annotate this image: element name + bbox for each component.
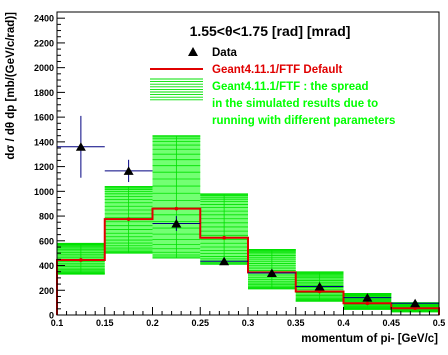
legend-label-data: Data bbox=[212, 47, 238, 59]
data-point bbox=[75, 142, 86, 151]
y-tick-label: 1400 bbox=[34, 137, 54, 147]
legend-marker-data bbox=[188, 47, 198, 56]
chart-title: 1.55<θ<1.75 [rad] [mrad] bbox=[190, 23, 351, 39]
data-point bbox=[266, 268, 277, 277]
y-tick-label: 1600 bbox=[34, 113, 54, 123]
legend-label-spread-2: in the simulated results due to bbox=[212, 98, 378, 110]
y-tick-label: 2400 bbox=[34, 14, 54, 24]
default-bin-marker bbox=[174, 206, 179, 211]
default-histogram-line bbox=[56, 207, 440, 315]
y-tick-label: 200 bbox=[39, 286, 54, 296]
y-tick-label: 1000 bbox=[34, 187, 54, 197]
legend-label-default: Geant4.11.1/FTF Default bbox=[212, 64, 343, 76]
x-tick-label: 0.35 bbox=[287, 318, 305, 328]
data-points bbox=[57, 115, 439, 308]
y-tick-label: 400 bbox=[39, 261, 54, 271]
x-tick-label: 0.4 bbox=[337, 318, 350, 328]
data-point bbox=[314, 282, 325, 291]
y-tick-label: 2000 bbox=[34, 63, 54, 73]
default-bin-marker bbox=[222, 235, 226, 240]
y-tick-label: 600 bbox=[39, 236, 54, 246]
legend-label-spread-3: running with different parameters bbox=[212, 115, 395, 127]
axes: 0 200 400 600 800 1000 1200 1400 1600 1800 2000 220… bbox=[34, 14, 445, 328]
y-tick-label: 800 bbox=[39, 212, 54, 222]
legend: Data Geant4.11.1/FTF Default Geant4.11.1… bbox=[150, 47, 395, 127]
default-bin-marker bbox=[126, 217, 131, 221]
x-tick-label: 0.2 bbox=[146, 318, 159, 328]
y-tick-label: 1800 bbox=[34, 88, 54, 98]
x-tick-label: 0.45 bbox=[382, 318, 400, 328]
default-bin-marker bbox=[79, 258, 83, 262]
data-point bbox=[171, 218, 182, 228]
y-tick-label: 0 bbox=[49, 311, 54, 321]
y-tick-label: 2200 bbox=[34, 38, 54, 48]
data-point bbox=[410, 298, 421, 308]
default-bin-marker bbox=[413, 306, 417, 310]
x-tick-label: 0.1 bbox=[51, 318, 64, 328]
legend-label-spread-1: Geant4.11.1/FTF : the spread bbox=[212, 81, 369, 93]
legend-marker-spread bbox=[150, 78, 203, 101]
x-tick-label: 0.3 bbox=[242, 318, 255, 328]
data-point bbox=[219, 256, 230, 266]
default-bin-marker bbox=[365, 301, 370, 306]
default-bin-marker bbox=[317, 289, 322, 294]
y-axis-label: dσ / dθ dp [mb/(GeV/c/rad)] bbox=[5, 12, 17, 160]
y-tick-label: 1200 bbox=[34, 162, 54, 172]
data-point bbox=[123, 166, 134, 175]
x-tick-label: 0.15 bbox=[96, 318, 114, 328]
x-tick-label: 0.25 bbox=[191, 318, 209, 328]
x-axis-label: momentum of pi- [GeV/c] bbox=[301, 333, 438, 345]
data-point bbox=[362, 293, 373, 302]
x-tick-label: 0.5 bbox=[433, 318, 446, 328]
